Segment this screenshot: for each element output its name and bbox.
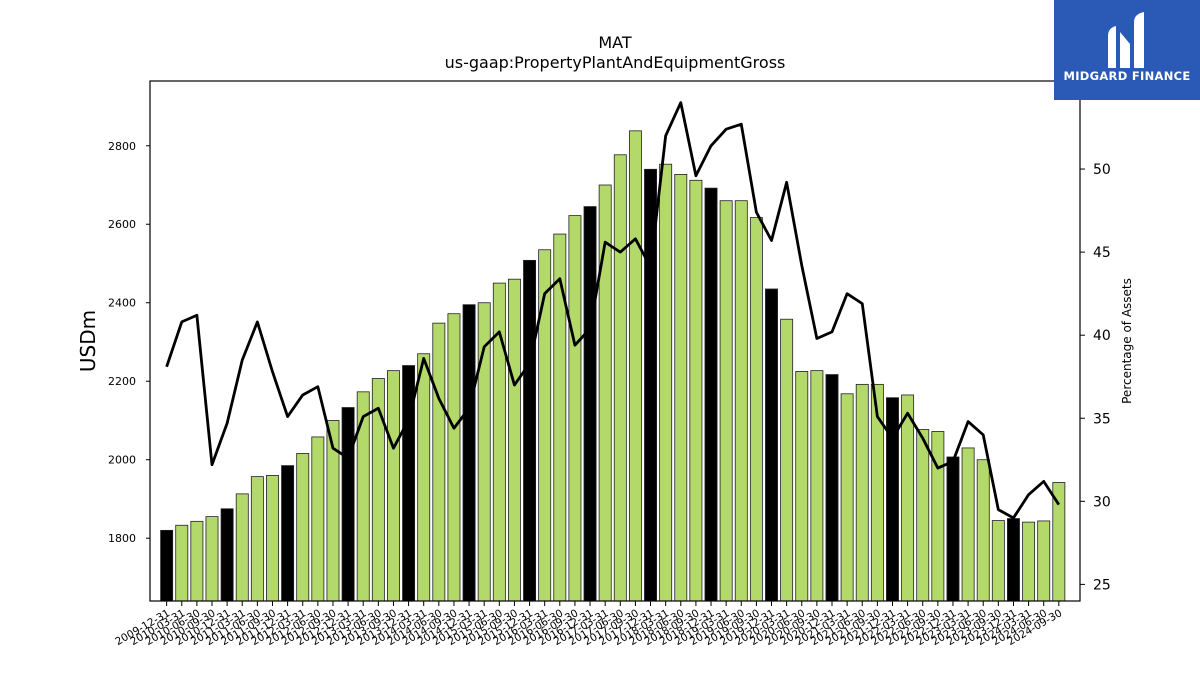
bar (160, 529, 174, 602)
bar (1037, 520, 1051, 602)
chart-title: MAT (598, 33, 632, 52)
y-tick-label: 2400 (108, 297, 136, 310)
line-series (165, 101, 1061, 520)
y2-tick-label: 30 (1093, 494, 1111, 510)
bar (538, 249, 552, 602)
y2-tick-label: 35 (1093, 411, 1111, 427)
logo-text: MIDGARD FINANCE (1063, 69, 1191, 83)
y-tick-label: 1800 (108, 532, 136, 545)
bar (795, 371, 809, 602)
chart-subtitle: us-gaap:PropertyPlantAndEquipmentGross (445, 53, 786, 72)
bar (810, 370, 824, 602)
bar (674, 173, 688, 602)
bar (250, 476, 264, 602)
bar (825, 374, 839, 602)
bar (220, 508, 234, 602)
bar (553, 233, 567, 602)
bar (462, 304, 476, 602)
bar (281, 465, 295, 602)
bar (689, 179, 703, 602)
bar (704, 187, 718, 602)
bar (1022, 521, 1036, 602)
bar (432, 322, 446, 602)
y2-axis-label: Percentage of Assets (1120, 278, 1134, 404)
bar (613, 154, 627, 602)
y2-tick-label: 45 (1093, 245, 1111, 261)
y2-tick-label: 50 (1093, 162, 1111, 178)
bar (886, 397, 899, 602)
bar (916, 429, 930, 602)
bar (1007, 518, 1020, 602)
bar (840, 393, 854, 602)
y-tick-label: 2800 (108, 140, 136, 153)
bar (205, 516, 219, 602)
bar (855, 383, 869, 602)
bar (628, 130, 642, 602)
y-axis-label: USDm (76, 310, 100, 372)
plot-frame (149, 80, 1081, 602)
brand-logo: MIDGARD FINANCE (1054, 0, 1200, 100)
bar (523, 259, 537, 602)
line-path (165, 101, 1061, 520)
bar-series (160, 130, 1066, 602)
bar (175, 524, 189, 602)
bar (583, 206, 597, 602)
bar (946, 456, 960, 602)
y2-tick-label: 25 (1093, 577, 1111, 593)
bar (447, 313, 461, 602)
bar (659, 163, 673, 602)
bar (976, 459, 990, 602)
logo-mark-icon (1108, 12, 1144, 68)
bar (387, 370, 400, 602)
bar (568, 215, 582, 602)
bar (341, 407, 355, 602)
bar (901, 394, 915, 602)
bar (719, 200, 733, 602)
bar (991, 520, 1005, 602)
y2-tick-label: 40 (1093, 328, 1111, 344)
bar (296, 453, 310, 602)
bar (417, 353, 431, 602)
bar (749, 217, 763, 602)
bar (356, 391, 370, 602)
bar (734, 200, 748, 602)
bar (507, 278, 521, 602)
bar (266, 475, 279, 602)
y-tick-label: 2000 (108, 454, 136, 467)
axes: 1800200022002400260028002530354045502009… (108, 80, 1111, 648)
bar (235, 493, 249, 602)
bar (780, 318, 794, 602)
bar (961, 447, 975, 602)
y-tick-label: 2600 (108, 218, 136, 231)
y-tick-label: 2200 (108, 375, 136, 388)
bar (765, 288, 778, 602)
bar (311, 436, 325, 602)
bar (190, 520, 204, 602)
